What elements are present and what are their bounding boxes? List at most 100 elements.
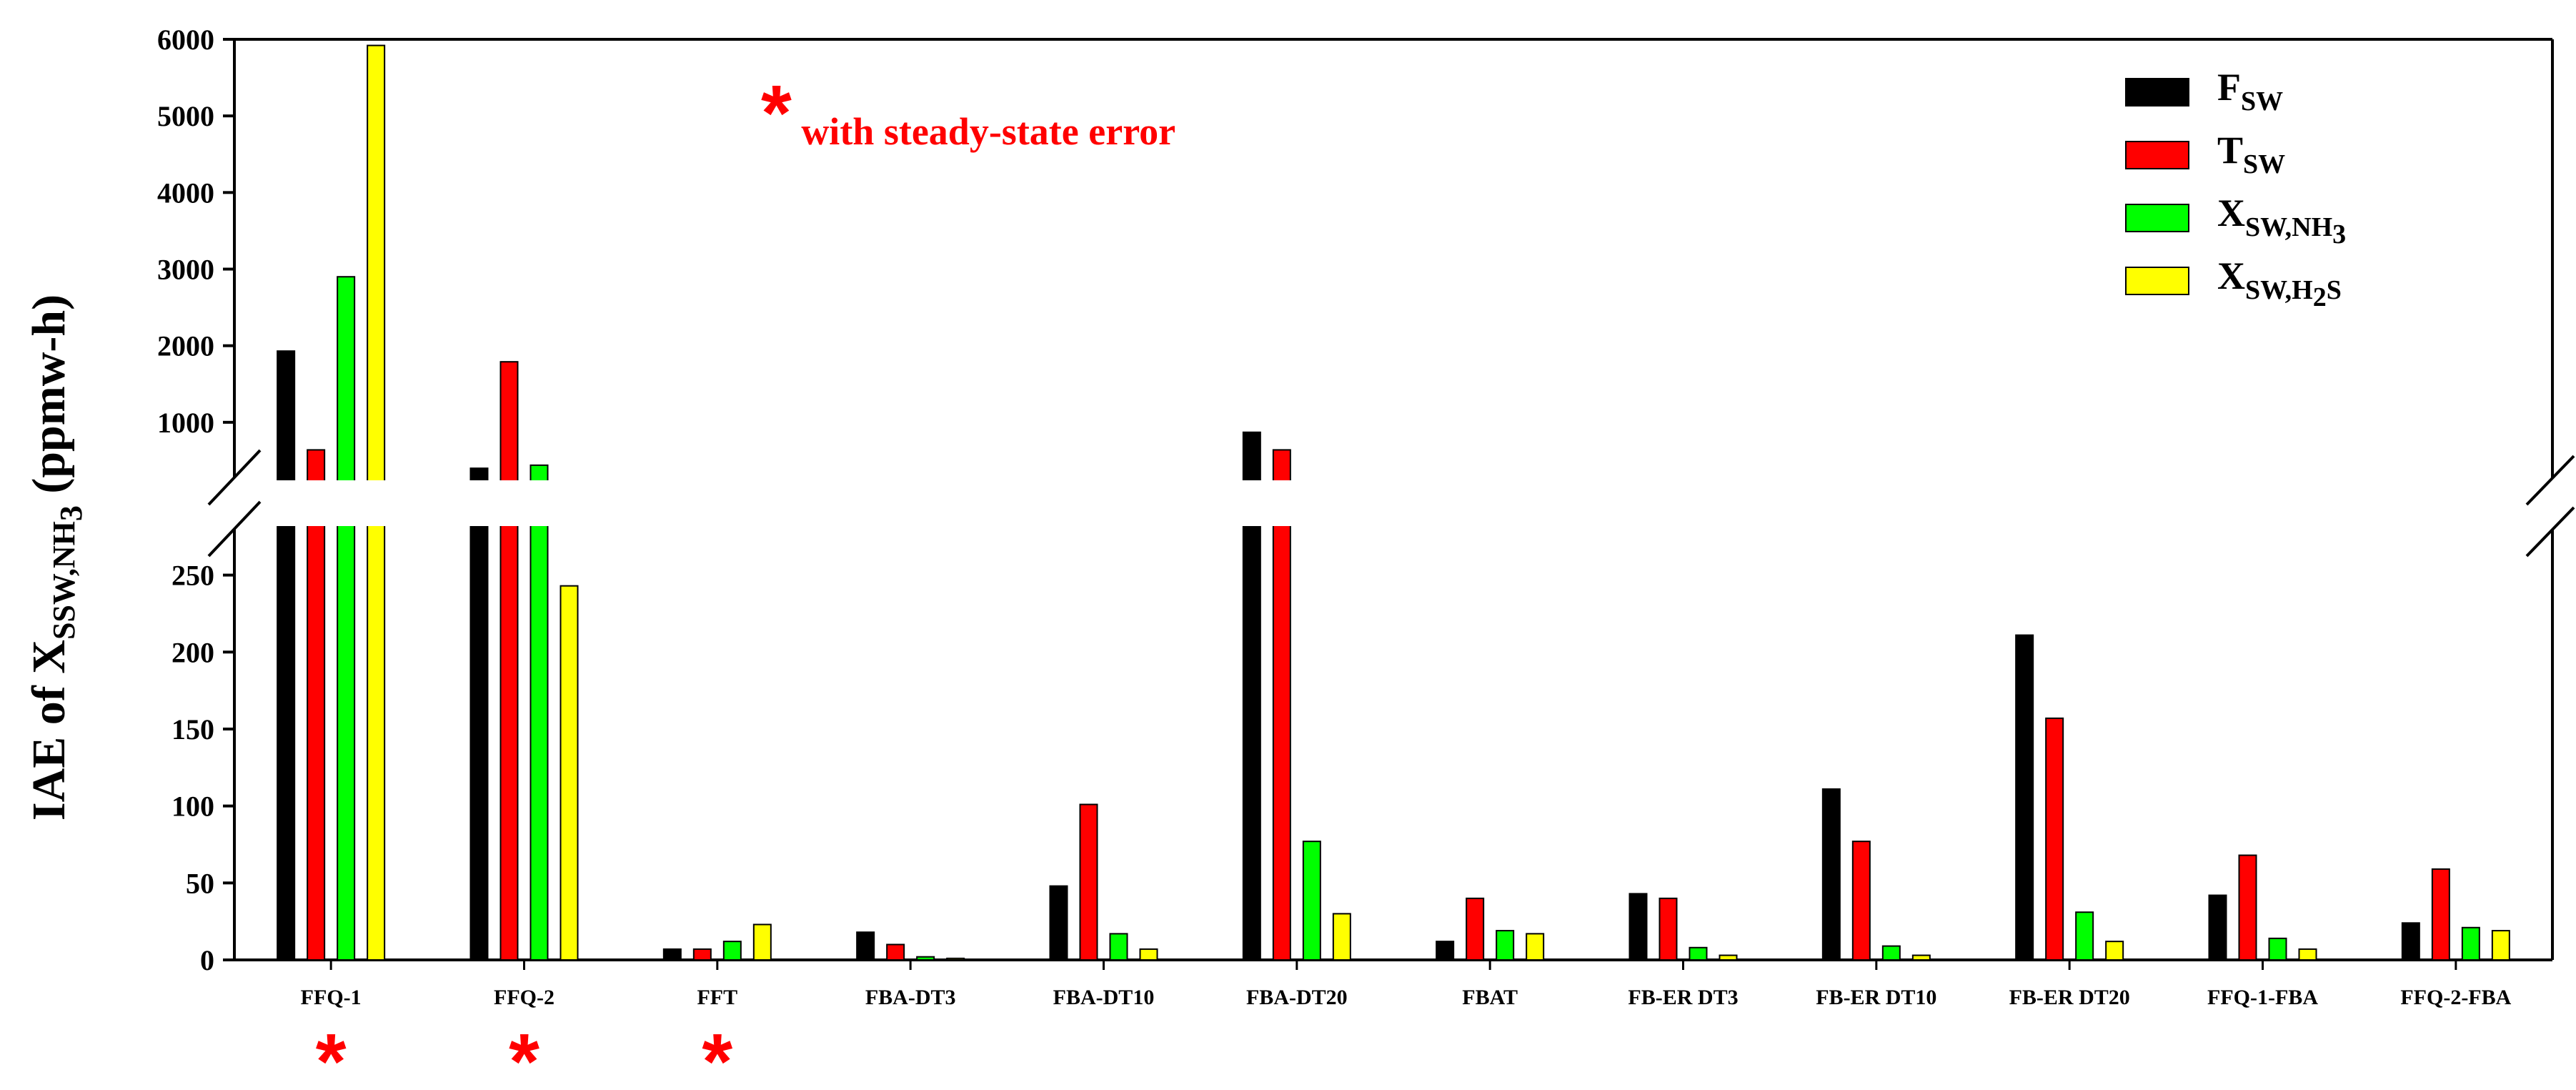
- y-axis-title-main: IAE of X: [23, 640, 75, 821]
- category-label: FFQ-2: [494, 986, 555, 1009]
- legend-swatch-4: [2125, 267, 2189, 295]
- bar-fb-er-dt3-s3: [1689, 946, 1708, 961]
- y-axis-title: IAE of XSSW,NH3 (ppmw-h): [23, 294, 89, 821]
- break-mark-right-lower: [2525, 506, 2575, 558]
- bar-ffq-2-s2: [499, 361, 519, 961]
- bar-fft-s4: [752, 923, 772, 961]
- steady-state-error-marker: *: [509, 1018, 539, 1090]
- note-text: with steady-state error: [792, 110, 1175, 153]
- bar-ffq-1-s1: [277, 350, 296, 961]
- legend-label-1: FSW: [2217, 66, 2283, 117]
- category-label: FFQ-1-FBA: [2207, 986, 2318, 1009]
- y-ticks: 0 50 100 150 200 250 1000 2000 3000 4000 5000 6000: [157, 24, 234, 976]
- break-mark-left-lower: [207, 500, 262, 558]
- category-labels: FFQ-1 FFQ-2 FFT FBA-DT3 FBA-DT10 FBA-DT20 FBAT…: [301, 960, 2512, 1009]
- legend-label-4: XSW,H2S: [2217, 254, 2342, 312]
- y-tick-label-150: 150: [171, 713, 214, 745]
- category-label: FFQ-2-FBA: [2400, 986, 2511, 1009]
- bar-fba-dt3-s3: [916, 956, 935, 961]
- y-tick-label-3000: 3000: [157, 254, 214, 286]
- steady-state-note: * with steady-state error: [761, 69, 1175, 157]
- y-tick-label-50: 50: [186, 867, 214, 899]
- bar-ffq-1-fba-s2: [2238, 854, 2257, 961]
- y-tick-label-4000: 4000: [157, 177, 214, 209]
- y-tick-label-250: 250: [171, 560, 214, 592]
- bar-ffq-2-fba-s4: [2491, 930, 2510, 961]
- break-mark-right-upper: [2525, 455, 2575, 506]
- bar-fft-s3: [722, 941, 742, 961]
- y-tick-label-5000: 5000: [157, 100, 214, 132]
- category-label: FB-ER DT3: [1628, 986, 1738, 1009]
- y-tick-label-1000: 1000: [157, 407, 214, 439]
- category-label: FFQ-1: [301, 986, 362, 1009]
- bar-ffq-2-fba-s1: [2401, 922, 2420, 961]
- y-tick-label-2000: 2000: [157, 330, 214, 362]
- steady-state-error-marker: *: [316, 1018, 347, 1090]
- bar-fb-er-dt20-s1: [2015, 634, 2034, 961]
- bar-fb-er-dt20-s4: [2105, 941, 2124, 961]
- bar-fba-dt20-s4: [1332, 913, 1351, 961]
- bar-fb-er-dt3-s1: [1628, 893, 1648, 961]
- bar-fbat-s1: [1436, 941, 1455, 961]
- legend-label-2: TSW: [2217, 129, 2285, 179]
- bar-fba-dt10-s3: [1109, 933, 1128, 961]
- y-tick-label-6000: 6000: [157, 24, 214, 56]
- bar-ffq-1-s3: [337, 276, 356, 961]
- category-label: FB-ER DT10: [1816, 986, 1936, 1009]
- bar-ffq-1-fba-s1: [2208, 894, 2227, 961]
- steady-state-error-marker: *: [702, 1018, 732, 1090]
- category-label: FFT: [697, 986, 737, 1009]
- bar-fba-dt10-s4: [1139, 948, 1158, 961]
- bar-fb-er-dt3-s4: [1719, 954, 1738, 961]
- bar-fbat-s4: [1526, 933, 1545, 961]
- legend-swatch-2: [2125, 141, 2189, 169]
- bar-fba-dt20-s3: [1302, 841, 1321, 961]
- bar-ffq-2-fba-s3: [2461, 926, 2480, 961]
- bar-fba-dt3-s2: [886, 943, 905, 961]
- category-label: FBA-DT3: [865, 986, 956, 1009]
- bar-fb-er-dt20-s2: [2045, 717, 2064, 961]
- bar-fb-er-dt10-s2: [1851, 841, 1871, 961]
- y-tick-label-0: 0: [200, 944, 214, 976]
- break-mark-left-upper: [207, 449, 262, 506]
- bar-ffq-2-s4: [560, 585, 579, 961]
- legend-label-3: XSW,NH3: [2217, 192, 2346, 249]
- bar-fb-er-dt10-s1: [1821, 788, 1841, 961]
- error-markers: * * *: [316, 1018, 733, 1090]
- bar-fb-er-dt20-s3: [2075, 911, 2094, 961]
- plot-area: [207, 38, 2575, 961]
- bar-fba-dt3-s4: [946, 957, 965, 961]
- category-label: FBA-DT10: [1053, 986, 1155, 1009]
- bar-ffq-2-s3: [529, 464, 549, 961]
- y-tick-label-200: 200: [171, 636, 214, 668]
- y-axis-title-sub: SSW,NH: [46, 521, 81, 640]
- category-label: FBAT: [1462, 986, 1518, 1009]
- bar-fba-dt3-s1: [856, 931, 875, 961]
- bar-fft-s2: [692, 948, 712, 961]
- bar-ffq-1-fba-s4: [2298, 948, 2317, 961]
- bar-fba-dt10-s2: [1079, 803, 1098, 961]
- bar-ffq-1-s2: [307, 449, 326, 961]
- category-label: FB-ER DT20: [2009, 986, 2130, 1009]
- y-tick-label-100: 100: [171, 791, 214, 823]
- bar-fb-er-dt3-s2: [1659, 897, 1678, 961]
- bar-fb-er-dt10-s4: [1911, 954, 1931, 961]
- legend-swatch-1: [2125, 78, 2189, 106]
- bar-ffq-1-fba-s3: [2268, 937, 2287, 961]
- y-axis-title-unit: (ppmw-h): [23, 294, 75, 505]
- bar-fbat-s3: [1496, 930, 1515, 961]
- bar-ffq-2-fba-s2: [2431, 868, 2450, 961]
- bar-fb-er-dt10-s3: [1881, 945, 1901, 961]
- bar-fbat-s2: [1466, 897, 1485, 961]
- y-axis-title-sub2: 3: [54, 505, 89, 521]
- bar-ffq-2-s1: [469, 467, 489, 961]
- legend-swatch-3: [2125, 204, 2189, 232]
- note-asterisk: *: [761, 69, 792, 157]
- bar-fba-dt10-s1: [1049, 885, 1068, 961]
- bar-fft-s1: [662, 948, 682, 961]
- bar-fba-dt20-s2: [1272, 449, 1291, 961]
- axis-break-gap: [237, 480, 2550, 526]
- category-label: FBA-DT20: [1246, 986, 1348, 1009]
